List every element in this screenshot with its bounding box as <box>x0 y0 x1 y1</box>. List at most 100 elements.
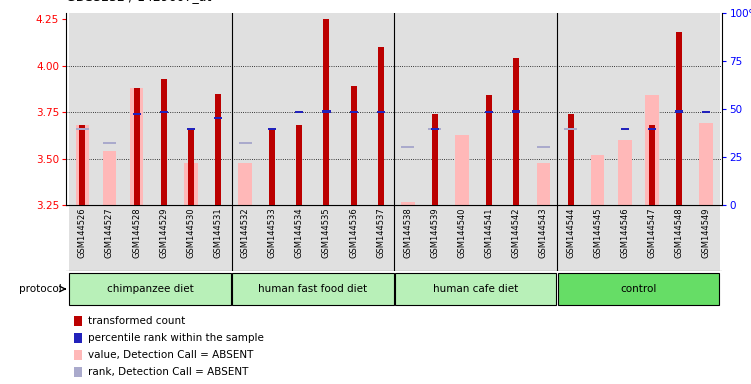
Bar <box>649 125 655 205</box>
Bar <box>568 114 574 205</box>
Bar <box>150 13 177 205</box>
Text: GSM144543: GSM144543 <box>539 207 548 258</box>
Text: GSM144533: GSM144533 <box>267 207 276 258</box>
Bar <box>564 128 577 130</box>
Bar <box>692 205 719 271</box>
Bar <box>132 113 140 115</box>
Bar <box>96 205 123 271</box>
Bar <box>611 205 638 271</box>
Bar <box>486 96 492 205</box>
Bar <box>123 205 150 271</box>
Bar <box>401 146 415 148</box>
Bar <box>313 13 340 205</box>
Bar <box>123 13 150 205</box>
Bar <box>537 162 550 205</box>
Bar <box>638 13 665 205</box>
Bar <box>621 128 629 130</box>
Bar <box>270 129 275 205</box>
Bar <box>204 205 231 271</box>
Bar <box>184 162 198 205</box>
Bar <box>103 151 116 205</box>
Bar <box>103 142 116 144</box>
Bar <box>286 13 313 205</box>
Text: GSM144548: GSM144548 <box>674 207 683 258</box>
Text: GSM144544: GSM144544 <box>566 207 575 258</box>
Bar <box>648 128 656 130</box>
Bar <box>367 205 394 271</box>
Bar <box>76 125 89 205</box>
Text: percentile rank within the sample: percentile rank within the sample <box>88 333 264 343</box>
Bar <box>239 142 252 144</box>
Text: GSM144526: GSM144526 <box>78 207 87 258</box>
Bar <box>377 111 385 113</box>
Text: human fast food diet: human fast food diet <box>258 284 367 294</box>
FancyBboxPatch shape <box>557 273 719 305</box>
FancyBboxPatch shape <box>395 273 556 305</box>
Bar <box>530 13 557 205</box>
Bar <box>692 13 719 205</box>
Bar <box>96 13 123 205</box>
Bar <box>69 205 96 271</box>
Bar <box>475 205 502 271</box>
Bar <box>675 110 683 113</box>
Bar <box>676 32 682 205</box>
Bar <box>557 13 584 205</box>
FancyBboxPatch shape <box>69 273 231 305</box>
Bar <box>74 333 83 343</box>
Bar <box>584 13 611 205</box>
Bar <box>177 13 204 205</box>
Bar <box>215 94 221 205</box>
Bar <box>295 111 303 113</box>
Bar <box>512 110 520 113</box>
Bar <box>485 111 493 113</box>
Bar <box>591 155 605 205</box>
Bar <box>502 205 530 271</box>
Bar <box>665 13 692 205</box>
Bar <box>557 205 584 271</box>
Bar <box>74 350 83 360</box>
Bar <box>448 205 475 271</box>
Text: GSM144539: GSM144539 <box>430 207 439 258</box>
Bar <box>584 205 611 271</box>
Bar <box>324 19 330 205</box>
Bar <box>401 202 415 205</box>
Bar <box>268 128 276 130</box>
Bar <box>76 128 89 130</box>
Bar <box>394 205 421 271</box>
Text: GSM144541: GSM144541 <box>484 207 493 258</box>
Bar <box>394 13 421 205</box>
Bar <box>618 140 632 205</box>
Text: GSM144528: GSM144528 <box>132 207 141 258</box>
Bar <box>432 114 438 205</box>
Text: control: control <box>620 284 656 294</box>
Bar <box>231 205 258 271</box>
Text: GSM144536: GSM144536 <box>349 207 358 258</box>
Text: GSM144529: GSM144529 <box>159 207 168 258</box>
Bar <box>455 135 469 205</box>
Bar <box>378 47 384 205</box>
Bar <box>367 13 394 205</box>
Bar <box>258 13 286 205</box>
Bar <box>74 316 83 326</box>
Text: GSM144537: GSM144537 <box>376 207 385 258</box>
Text: GSM144530: GSM144530 <box>186 207 195 258</box>
Bar <box>313 205 340 271</box>
Bar <box>421 205 448 271</box>
Bar <box>188 129 194 205</box>
Bar <box>530 205 557 271</box>
Text: value, Detection Call = ABSENT: value, Detection Call = ABSENT <box>88 350 253 360</box>
Text: chimpanzee diet: chimpanzee diet <box>107 284 194 294</box>
Bar <box>448 13 475 205</box>
Bar <box>702 111 710 113</box>
Bar <box>537 146 550 148</box>
Text: GSM144535: GSM144535 <box>322 207 331 258</box>
Bar <box>638 205 665 271</box>
Text: GSM144527: GSM144527 <box>105 207 114 258</box>
Bar <box>286 205 313 271</box>
Bar <box>340 13 367 205</box>
Text: GSM144545: GSM144545 <box>593 207 602 258</box>
Bar <box>645 96 659 205</box>
FancyBboxPatch shape <box>232 273 394 305</box>
Bar <box>258 205 286 271</box>
Text: transformed count: transformed count <box>88 316 185 326</box>
